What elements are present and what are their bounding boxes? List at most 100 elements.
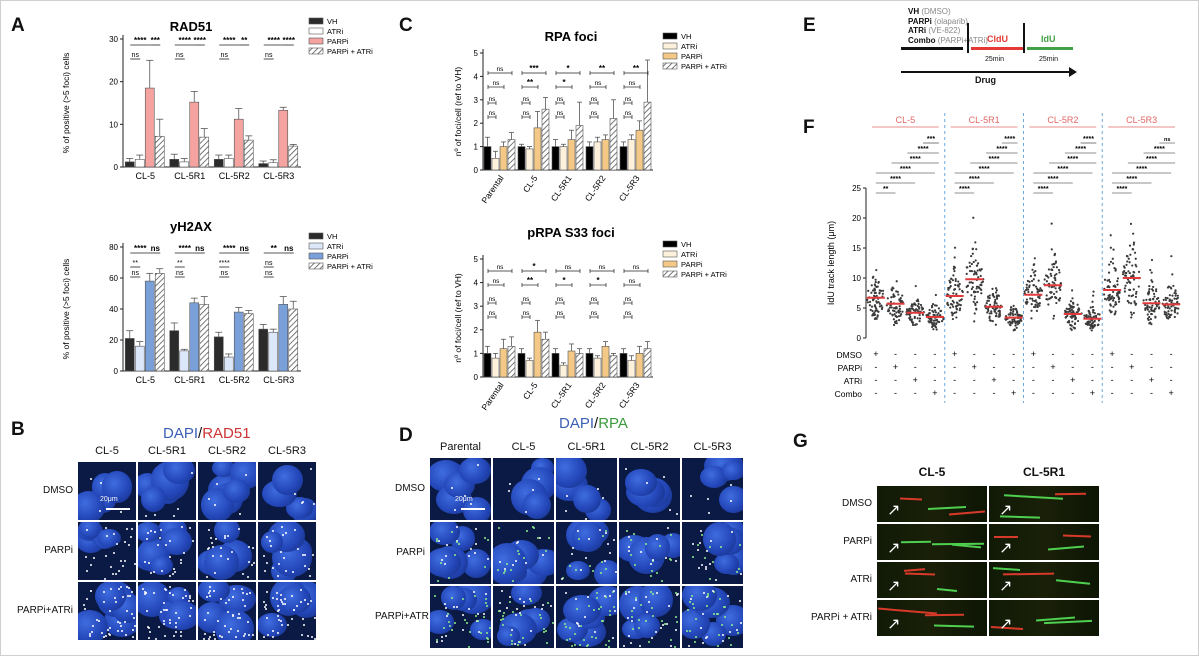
sig-label: *** (927, 136, 935, 143)
focus-dot (716, 645, 719, 648)
focus-dot (251, 563, 254, 566)
bar (213, 159, 224, 168)
focus-dot (468, 630, 471, 633)
focus-dot (180, 562, 183, 565)
design-mark: + (1169, 388, 1174, 398)
design-mark: + (972, 362, 977, 372)
focus-dot (455, 540, 458, 543)
data-point (1025, 298, 1029, 301)
sig-label: ns (625, 310, 633, 317)
row-label: DMSO (43, 485, 73, 496)
focus-dot (628, 549, 631, 552)
data-point (1037, 279, 1040, 282)
data-point (933, 309, 937, 312)
legend-swatch (662, 250, 678, 258)
focus-dot (694, 641, 697, 644)
focus-dot (107, 628, 110, 631)
focus-dot (218, 634, 221, 637)
focus-dot (628, 545, 631, 548)
focus-dot (441, 636, 444, 639)
focus-dot (248, 633, 251, 636)
sig-label: **** (134, 36, 147, 45)
focus-dot (287, 624, 290, 627)
data-point (951, 299, 954, 303)
focus-dot (582, 639, 585, 642)
focus-dot (164, 589, 167, 592)
data-point (1107, 298, 1111, 302)
fiber-segment (1054, 492, 1087, 495)
data-point (1134, 292, 1138, 295)
focus-dot (575, 568, 578, 571)
x-tick-label: CL-5 (135, 375, 155, 385)
data-point (953, 269, 956, 273)
data-point (1170, 305, 1173, 308)
data-point (1117, 298, 1121, 301)
sig-label: ns (591, 96, 599, 103)
data-point (933, 314, 936, 317)
data-point (966, 266, 969, 269)
data-point (892, 306, 896, 310)
data-point (875, 309, 878, 312)
focus-dot (205, 596, 208, 599)
focus-dot (565, 638, 568, 641)
nucleus (523, 491, 551, 520)
group-label: CL-5 (896, 115, 916, 125)
bar (533, 127, 542, 171)
data-point (951, 317, 954, 321)
data-point (1173, 315, 1176, 319)
micrograph-tile (197, 461, 257, 521)
focus-dot (604, 560, 606, 563)
data-point (1150, 312, 1153, 316)
design-mark: - (992, 362, 995, 372)
data-point (975, 264, 979, 267)
micrograph-tile: 20μm (429, 457, 492, 521)
fiber-image: ↗ (988, 485, 1100, 523)
data-point (1073, 322, 1077, 325)
data-point (1174, 294, 1177, 297)
focus-dot (486, 641, 489, 644)
y-tick-label: 15 (852, 244, 861, 253)
data-point (1128, 244, 1132, 247)
data-point (970, 281, 973, 284)
data-point (1137, 270, 1141, 273)
focus-dot (108, 610, 111, 613)
focus-dot (131, 591, 134, 594)
data-point (1126, 299, 1129, 303)
focus-dot (247, 560, 250, 563)
data-point (913, 316, 916, 320)
y-tick-label: 5 (857, 304, 862, 313)
focus-dot (702, 642, 705, 645)
data-point (1013, 320, 1017, 323)
focus-dot (252, 562, 255, 565)
panel-label-b: B (11, 419, 25, 440)
focus-dot (91, 631, 94, 634)
nucleus (223, 479, 250, 503)
focus-dot (570, 644, 573, 647)
focus-dot (146, 609, 149, 612)
focus-dot (160, 528, 163, 531)
focus-dot (168, 592, 171, 595)
scale-bar (106, 508, 130, 510)
data-point (873, 289, 876, 292)
focus-dot (211, 545, 214, 548)
sig-label: **** (1004, 136, 1015, 143)
focus-dot (131, 612, 134, 615)
focus-dot (301, 553, 304, 556)
focus-dot (474, 543, 477, 546)
focus-dot (277, 618, 280, 621)
legend-swatch (308, 27, 324, 35)
bar (483, 353, 492, 378)
sig-label: ** (883, 186, 889, 193)
legend-swatch (308, 242, 324, 250)
focus-dot (216, 619, 219, 622)
focus-dot (655, 591, 658, 594)
data-point (988, 303, 992, 306)
data-point (970, 254, 973, 258)
data-point (975, 248, 978, 251)
data-point (934, 325, 937, 328)
nucleus (272, 465, 304, 496)
fiber-segment (1004, 494, 1064, 501)
data-point (976, 290, 980, 293)
focus-dot (442, 626, 445, 629)
